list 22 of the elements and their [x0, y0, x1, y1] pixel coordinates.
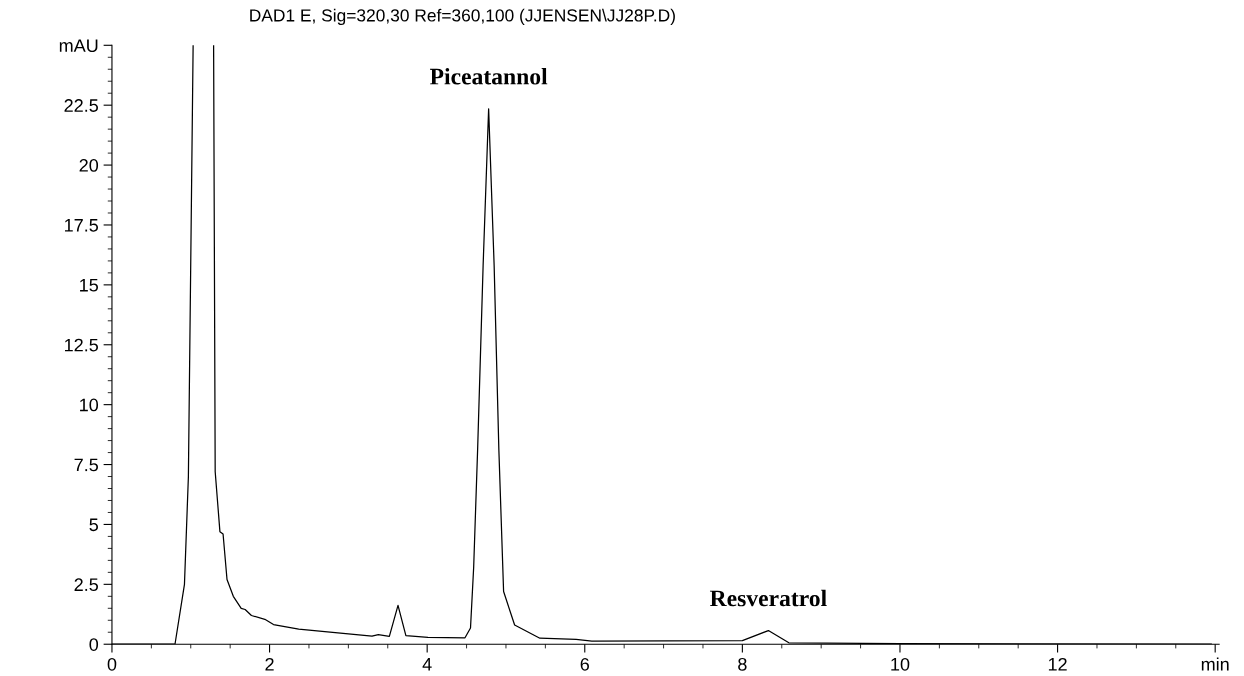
annotation: Piceatannol — [430, 67, 548, 85]
x-tick-label: 10 — [891, 657, 910, 671]
y-tick-label: 7.5 — [74, 458, 99, 472]
y-tick-label: 17.5 — [65, 219, 99, 232]
y-tick-label: 20 — [79, 159, 99, 172]
x-tick-label: 0 — [107, 657, 117, 671]
y-tick-label: 5 — [89, 518, 99, 532]
x-tick-label: 8 — [738, 657, 747, 671]
x-tick-label: 6 — [580, 657, 589, 671]
y-tick-label: 15 — [80, 278, 99, 292]
y-tick-label: 12.5 — [65, 338, 99, 352]
y-tick-label: 0 — [89, 638, 99, 651]
y-tick-label: mAU — [59, 39, 98, 53]
annotation: Resveratrol — [709, 589, 827, 607]
chart-title: DAD1 E, Sig=320,30 Ref=360,100 (JJENSEN\JJ28P.D) — [250, 8, 675, 25]
x-tick-label: 2 — [265, 657, 274, 671]
x-tick-label: 12 — [1048, 657, 1067, 671]
y-tick-label: 2.5 — [74, 578, 99, 592]
x-tick-label: 4 — [422, 658, 432, 671]
y-tick-label: 22.5 — [64, 99, 99, 112]
y-tick-label: 10 — [80, 398, 99, 412]
x-tick-label: min — [1201, 657, 1229, 671]
